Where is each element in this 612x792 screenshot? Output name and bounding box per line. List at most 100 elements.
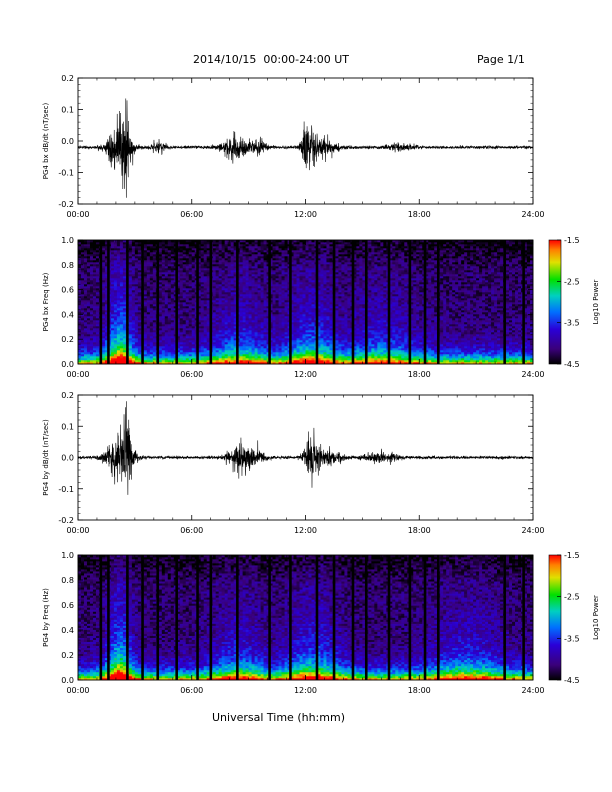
spectrogram-cell <box>254 266 258 269</box>
spectrogram-cell <box>302 350 306 353</box>
spectrogram-cell <box>218 320 222 323</box>
spectrogram-cell <box>212 246 216 249</box>
spectrogram-cell <box>116 266 121 269</box>
spectrogram-cell <box>197 298 202 301</box>
spectrogram-cell <box>311 262 315 265</box>
spectrogram-cell <box>161 322 166 325</box>
spectrogram-cell <box>260 344 264 347</box>
spectrogram-cell <box>206 332 211 335</box>
spectrogram-cell <box>170 358 175 361</box>
spectrogram-cell <box>101 304 106 307</box>
spectrogram-cell <box>188 350 193 353</box>
spectrogram-cell <box>122 282 127 285</box>
spectrogram-cell <box>272 244 276 247</box>
spectrogram-cell <box>101 294 106 297</box>
spectrogram-cell <box>113 270 118 273</box>
spectrogram-cell <box>221 346 225 349</box>
spectrogram-cell <box>233 254 237 257</box>
spectrogram-cell <box>83 320 88 323</box>
spectrogram-cell <box>221 348 225 351</box>
spectrogram-cell <box>266 282 270 285</box>
spectrogram-cell <box>245 336 249 339</box>
spectrogram-cell <box>164 314 169 317</box>
spectrogram-cell <box>290 348 294 351</box>
spectrogram-cell <box>206 288 211 291</box>
spectrogram-cell <box>266 298 270 301</box>
spectrogram-cell <box>78 326 82 329</box>
spectrogram-cell <box>83 274 88 277</box>
spectrogram-cell <box>290 342 294 345</box>
spectrogram-cell <box>263 272 267 275</box>
spectrogram-cell <box>218 250 222 253</box>
spectrogram-cell <box>188 340 193 343</box>
spectrogram-cell <box>230 270 234 273</box>
spectrogram-cell <box>128 296 133 299</box>
spectrogram-cell <box>299 320 303 323</box>
spectrogram-cell <box>296 246 300 249</box>
spectrogram-cell <box>221 270 225 273</box>
spectrogram-cell <box>302 264 306 267</box>
spectrogram-cell <box>152 270 157 273</box>
spectrogram-cell <box>197 356 202 359</box>
spectrogram-cell <box>128 314 133 317</box>
spectrogram-cell <box>146 320 151 323</box>
spectrogram-cell <box>80 246 85 249</box>
spectrogram-cell <box>152 264 157 267</box>
spectrogram-cell <box>200 360 205 363</box>
spectrogram-cell <box>101 246 106 249</box>
spectrogram-cell <box>290 284 294 287</box>
spectrogram-cell <box>302 330 306 333</box>
spectrogram-cell <box>158 324 163 327</box>
spectrogram-cell <box>215 276 219 279</box>
spectrogram-cell <box>263 314 267 317</box>
spectrogram-cell <box>119 348 124 351</box>
spectrogram-cell <box>170 290 175 293</box>
spectrogram-cell <box>200 252 205 255</box>
spectrogram-cell <box>221 244 225 247</box>
spectrogram-cell <box>101 288 106 291</box>
spectrogram-cell <box>308 268 312 271</box>
spectrogram-cell <box>119 314 124 317</box>
spectrogram-cell <box>78 256 82 259</box>
spectrogram-cell <box>80 320 85 323</box>
spectrogram-cell <box>182 308 187 311</box>
spectrogram-cell <box>158 254 163 257</box>
spectrogram-cell <box>260 322 264 325</box>
spectrogram-cell <box>200 240 205 243</box>
spectrogram-cell <box>197 358 202 361</box>
spectrogram-cell <box>188 302 193 305</box>
spectrogram-cell <box>167 292 172 295</box>
spectrogram-cell <box>179 280 184 283</box>
spectrogram-cell <box>185 282 190 285</box>
spectrogram-cell <box>143 272 148 275</box>
spectrogram-cell <box>302 244 306 247</box>
spectrogram-cell <box>254 276 258 279</box>
spectrogram-cell <box>200 264 205 267</box>
spectrogram-cell <box>242 296 246 299</box>
spectrogram-cell <box>149 252 154 255</box>
spectrogram-cell <box>179 242 184 245</box>
spectrogram-cell <box>158 306 163 309</box>
spectrogram-cell <box>188 292 193 295</box>
spectrogram-cell <box>251 256 255 259</box>
spectrogram-cell <box>113 290 118 293</box>
spectrogram-cell <box>203 344 208 347</box>
spectrogram-cell <box>299 298 303 301</box>
spectrogram-cell <box>164 286 169 289</box>
spectrogram-cell <box>203 362 208 365</box>
spectrogram-cell <box>134 318 139 321</box>
spectrogram-cell <box>78 346 82 349</box>
spectrogram-cell <box>257 320 261 323</box>
spectrogram-cell <box>185 332 190 335</box>
spectrogram-cell <box>78 240 82 243</box>
spectrogram-cell <box>185 348 190 351</box>
spectrogram-cell <box>224 346 228 349</box>
spectrogram-cell <box>113 278 118 281</box>
spectrogram-cell <box>212 264 216 267</box>
spectrogram-cell <box>257 340 261 343</box>
spectrogram-cell <box>206 350 211 353</box>
spectrogram-cell <box>185 244 190 247</box>
spectrogram-cell <box>188 300 193 303</box>
spectrogram-cell <box>248 282 252 285</box>
spectrogram-cell <box>224 278 228 281</box>
